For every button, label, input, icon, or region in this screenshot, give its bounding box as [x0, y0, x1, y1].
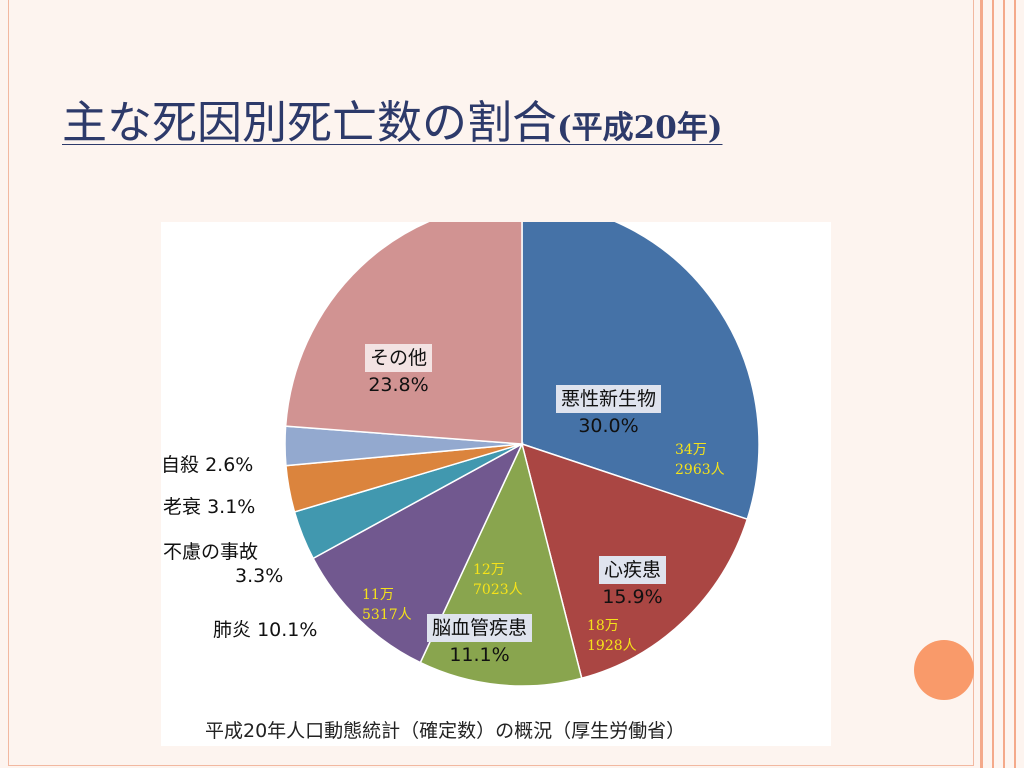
slice-0-count-line-1: 34万	[675, 442, 707, 458]
slice-4-name: 不慮の事故	[163, 541, 259, 563]
slice-0-name: 悪性新生物	[556, 385, 662, 413]
slice-2-count-line-1: 12万	[473, 562, 505, 578]
slice-3-name: 肺炎	[213, 619, 252, 641]
decor-rule-4	[1014, 0, 1016, 768]
slice-3-count-line-1: 11万	[362, 587, 394, 603]
label-slice-1: 心疾患 15.9%	[599, 556, 667, 610]
slice-1-name: 心疾患	[599, 556, 667, 584]
count-slice-1: 18万 1928人	[587, 616, 637, 656]
label-slice-4: 不慮の事故 3.3%	[163, 540, 283, 588]
slice-3-percent: 10.1%	[257, 619, 318, 641]
source-caption: 平成20年人口動態統計（確定数）の概況（厚生労働省）	[205, 720, 686, 742]
pie-slice-7	[284, 222, 523, 445]
decor-rule-1	[980, 0, 983, 768]
slice-1-count-line-1: 18万	[587, 618, 619, 634]
slice-4-percent: 3.3%	[235, 565, 284, 587]
slice-6-percent: 2.6%	[205, 454, 254, 476]
label-slice-2: 脳血管疾患 11.1%	[427, 614, 533, 668]
label-slice-6: 自殺 2.6%	[161, 453, 253, 477]
slice-0-count-line-2: 2963人	[675, 462, 725, 478]
slide-title-sub: (平成20年)	[557, 110, 723, 146]
slice-5-percent: 3.1%	[207, 496, 256, 518]
count-slice-3: 11万 5317人	[362, 585, 412, 625]
slice-6-name: 自殺	[161, 454, 200, 476]
slice-5-name: 老衰	[163, 496, 202, 518]
decor-rule-2	[992, 0, 994, 768]
count-slice-2: 12万 7023人	[473, 560, 523, 600]
slide-frame	[8, 0, 974, 766]
label-slice-5: 老衰 3.1%	[163, 495, 255, 519]
slice-7-percent: 23.8%	[368, 374, 429, 396]
slice-2-count-line-2: 7023人	[473, 582, 523, 598]
slice-2-name: 脳血管疾患	[427, 614, 533, 642]
slice-7-name: その他	[365, 344, 433, 372]
pie-slice-3	[312, 442, 524, 664]
slide-title-main: 主な死因別死亡数の割合	[62, 96, 558, 149]
label-slice-3: 肺炎 10.1%	[213, 618, 317, 642]
decor-rule-3	[1003, 0, 1005, 768]
label-slice-0: 悪性新生物 30.0%	[556, 385, 662, 439]
count-slice-0: 34万 2963人	[675, 440, 725, 480]
slice-1-percent: 15.9%	[602, 586, 663, 608]
pie-slice-0	[521, 222, 760, 521]
pie-chart	[284, 222, 760, 687]
chart-panel: 悪性新生物 30.0% 心疾患 15.9% 脳血管疾患 11.1% その他 23…	[161, 222, 831, 746]
label-slice-7: その他 23.8%	[365, 344, 433, 398]
slice-3-count-line-2: 5317人	[362, 607, 412, 623]
slice-1-count-line-2: 1928人	[587, 638, 637, 654]
decor-circle	[914, 640, 974, 700]
slice-2-percent: 11.1%	[449, 644, 510, 666]
slide-title: 主な死因別死亡数の割合(平成20年)	[62, 86, 723, 151]
slice-0-percent: 30.0%	[578, 415, 639, 437]
